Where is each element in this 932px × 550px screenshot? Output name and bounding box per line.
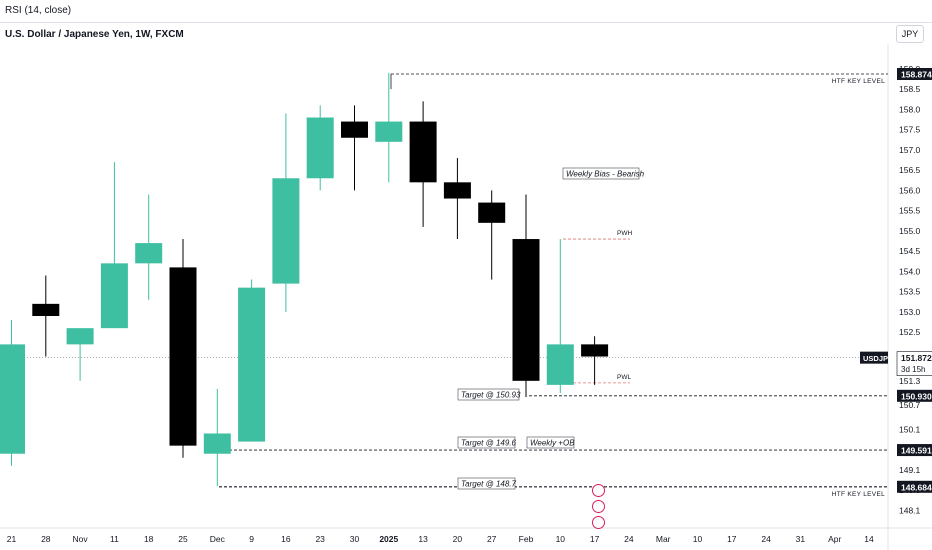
price-tag-158-874-box [897, 68, 932, 80]
y-tick-label: 158.5 [899, 84, 921, 94]
x-tick-label: 9 [249, 534, 254, 544]
x-tick-label: 25 [178, 534, 188, 544]
indicator-label[interactable]: RSI (14, close) [5, 5, 72, 16]
x-tick-label: 17 [727, 534, 737, 544]
candle-body [100, 263, 128, 329]
candle-body [375, 121, 403, 142]
x-tick-label: 31 [796, 534, 806, 544]
x-tick-label: 14 [864, 534, 874, 544]
candle-body [409, 121, 437, 183]
x-tick-label: 16 [281, 534, 291, 544]
x-tick-label: Feb [519, 534, 534, 544]
y-tick-label: 155.5 [899, 206, 921, 216]
y-tick-label: 153.5 [899, 287, 921, 297]
flag-icon[interactable] [592, 516, 605, 529]
price-tag-158-874-value: 158.874 [901, 70, 932, 80]
x-tick-label: 30 [350, 534, 360, 544]
y-tick-label: 154.5 [899, 246, 921, 256]
x-tick-label: 18 [144, 534, 154, 544]
y-tick-label: 154.0 [899, 266, 921, 276]
y-tick-label: 152.5 [899, 327, 921, 337]
target-149-6-annotation-box [457, 436, 516, 449]
x-tick-label: 24 [624, 534, 634, 544]
current-price-value: 151.872 [901, 353, 932, 363]
weekly-bias-annotation-text: Weekly Bias - Bearish [566, 170, 645, 179]
candle-body [135, 243, 163, 264]
y-tick-label: 150.1 [899, 424, 921, 434]
x-tick-label: 2025 [379, 534, 398, 544]
chart-title: U.S. Dollar / Japanese Yen, 1W, FXCM [5, 29, 184, 40]
weekly-ob-annotation-box [526, 436, 575, 449]
x-tick-label: 10 [693, 534, 703, 544]
x-tick-label: 23 [315, 534, 325, 544]
pwh-label: PWH [617, 230, 632, 237]
candle-body [32, 303, 60, 317]
target-150-93-annotation-text: Target @ 150.93 [461, 391, 521, 400]
price-tag-148-684-box [897, 480, 932, 493]
y-tick-label: 151.3 [899, 376, 921, 386]
record-icon[interactable] [592, 500, 605, 513]
y-tick-label: 148.1 [899, 505, 921, 515]
candle-body [581, 344, 609, 357]
htf-key-level-lower-text: HTF KEY LEVEL [832, 491, 885, 498]
x-tick-label: 11 [110, 534, 119, 544]
y-tick-label: 155.0 [899, 226, 921, 236]
x-tick-label: Dec [210, 534, 226, 544]
candle-body [512, 239, 540, 381]
y-tick-label: 157.0 [899, 145, 921, 155]
x-tick-label: 28 [41, 534, 51, 544]
candle-body [341, 121, 368, 138]
candle-body [238, 287, 266, 442]
x-tick-label: 20 [453, 534, 463, 544]
lightning-icon[interactable] [592, 484, 605, 497]
currency-button[interactable]: JPY [896, 25, 924, 43]
price-tag-148-684-value: 148.684 [901, 482, 932, 492]
x-tick-label: 10 [556, 534, 566, 544]
current-price-countdown: 3d 15h [901, 365, 925, 374]
y-tick-label: 157.5 [899, 125, 921, 135]
candle-body [66, 328, 94, 345]
target-149-6-annotation-text: Target @ 149.6 [461, 439, 517, 448]
price-tag-149-591-value: 149.591 [901, 446, 932, 456]
candle-body [0, 344, 25, 454]
candle-body [306, 117, 334, 179]
target-148-7-annotation-box [457, 477, 516, 490]
symbol-tag: USDJPY [863, 354, 893, 363]
x-tick-label: Nov [73, 534, 89, 544]
pwl-label: PWL [617, 374, 631, 381]
symbol-tag-box [860, 351, 888, 364]
current-price-box [896, 351, 932, 376]
weekly-bias-annotation-box [562, 167, 640, 180]
x-tick-label: 27 [487, 534, 497, 544]
weekly-ob-annotation-text: Weekly +OB [530, 439, 575, 448]
x-tick-label: Mar [656, 534, 671, 544]
target-150-93-annotation-box [457, 388, 520, 401]
target-148-7-annotation-text: Target @ 148.7 [461, 480, 517, 489]
x-tick-label: 17 [590, 534, 600, 544]
x-tick-label: 13 [418, 534, 428, 544]
x-tick-label: 21 [7, 534, 17, 544]
candle-body [169, 267, 197, 446]
candle-body [443, 182, 471, 199]
price-tag-150-930-value: 150.930 [901, 391, 932, 401]
price-tag-150-930-box [897, 389, 932, 402]
candle-body [478, 202, 506, 223]
indicator-bar: RSI (14, close) [0, 0, 932, 23]
htf-key-level-upper-text: HTF KEY LEVEL [832, 78, 885, 85]
y-tick-label: 156.0 [899, 185, 921, 195]
candle-body [203, 433, 231, 454]
y-tick-label: 156.5 [899, 165, 921, 175]
x-tick-label: Apr [828, 534, 841, 544]
x-tick-label: 24 [761, 534, 771, 544]
y-tick-label: 158.0 [899, 104, 921, 114]
y-tick-label: 149.1 [899, 465, 921, 475]
y-tick-label: 150.7 [899, 400, 921, 410]
price-tag-149-591-box [897, 444, 932, 457]
y-tick-label: 153.0 [899, 307, 921, 317]
candle-body [546, 344, 574, 385]
candle-body [272, 178, 300, 284]
